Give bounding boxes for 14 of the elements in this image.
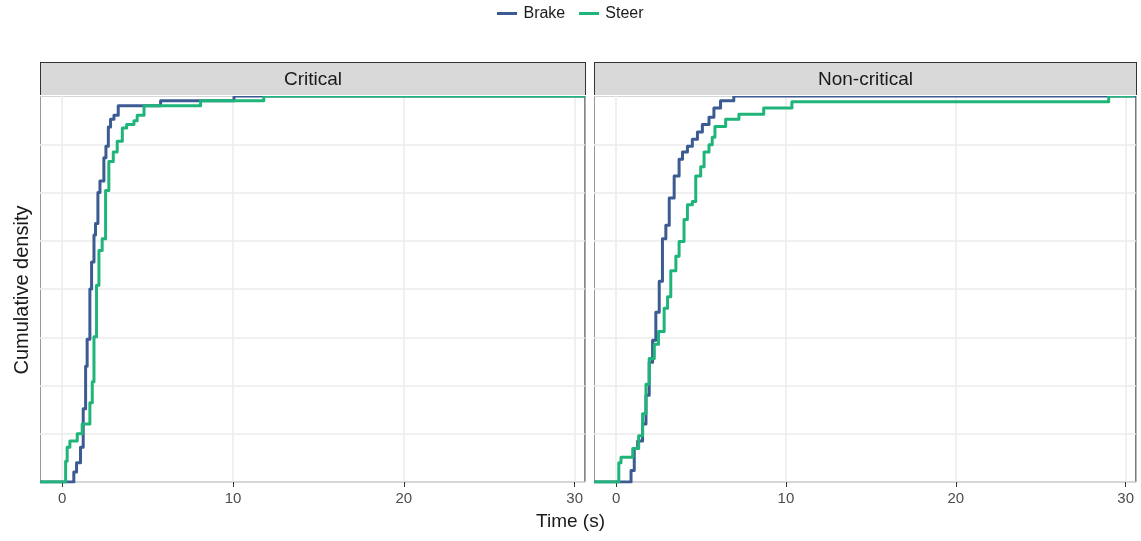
x-tick-label: 10: [224, 489, 242, 506]
chart-title: Critical: [40, 62, 586, 95]
y-axis-title: Cumulative density: [10, 204, 33, 377]
legend-label: Steer: [605, 4, 644, 22]
x-tick-label: 20: [947, 489, 965, 506]
x-tick-label: 0: [611, 489, 621, 506]
x-tick-label: 30: [1117, 489, 1134, 506]
x-axis-title: Time (s): [535, 510, 606, 532]
x-tick-label: 30: [566, 489, 583, 506]
x-tick-label: 10: [777, 489, 795, 506]
chart-title: Non-critical: [594, 62, 1137, 95]
x-tick-label: 0: [58, 489, 67, 506]
x-tick-label: 20: [395, 489, 413, 506]
legend-label: Brake: [523, 4, 566, 22]
